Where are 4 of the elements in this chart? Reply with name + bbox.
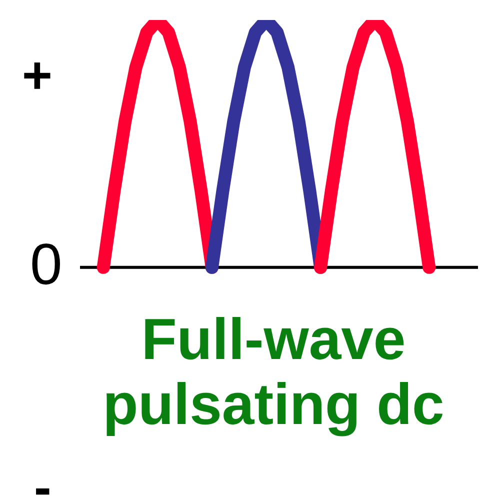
text: 0 (30, 232, 62, 297)
text: + (22, 47, 52, 105)
text: - (34, 459, 52, 500)
text: Full-wave pulsating dc (102, 307, 446, 438)
